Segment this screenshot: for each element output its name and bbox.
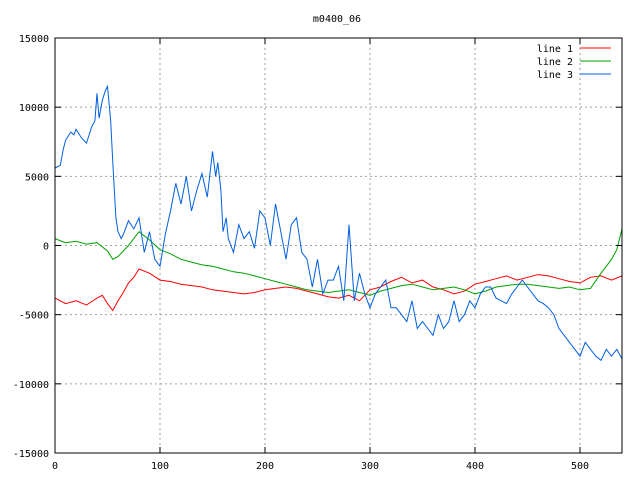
y-tick-label: -10000 [13, 380, 49, 391]
legend-label-1: line 1 [537, 44, 573, 55]
y-axis: -15000 -10000 -5000 0 5000 10000 15000 [13, 34, 622, 460]
x-tick-label: 200 [256, 461, 274, 472]
legend-label-2: line 2 [537, 57, 573, 68]
y-tick-label: 15000 [19, 34, 49, 45]
y-tick-label: 0 [43, 242, 49, 253]
y-tick-label: -15000 [13, 449, 49, 460]
x-tick-label: 400 [466, 461, 484, 472]
x-axis: 0 100 200 300 400 500 [52, 38, 589, 472]
x-tick-label: 0 [52, 461, 58, 472]
series-line-1 [54, 268, 623, 312]
series-line-2 [54, 228, 623, 296]
grid [55, 38, 622, 453]
y-tick-label: 5000 [25, 172, 49, 183]
legend-label-3: line 3 [537, 70, 573, 81]
series-group [54, 84, 623, 362]
x-tick-label: 500 [571, 461, 589, 472]
x-tick-label: 100 [151, 461, 169, 472]
legend: line 1 line 2 line 3 [537, 44, 611, 81]
x-tick-label: 300 [361, 461, 379, 472]
series-line-3 [54, 84, 623, 362]
y-tick-label: 10000 [19, 103, 49, 114]
y-tick-label: -5000 [19, 311, 49, 322]
chart-title: m0400_06 [313, 14, 361, 25]
